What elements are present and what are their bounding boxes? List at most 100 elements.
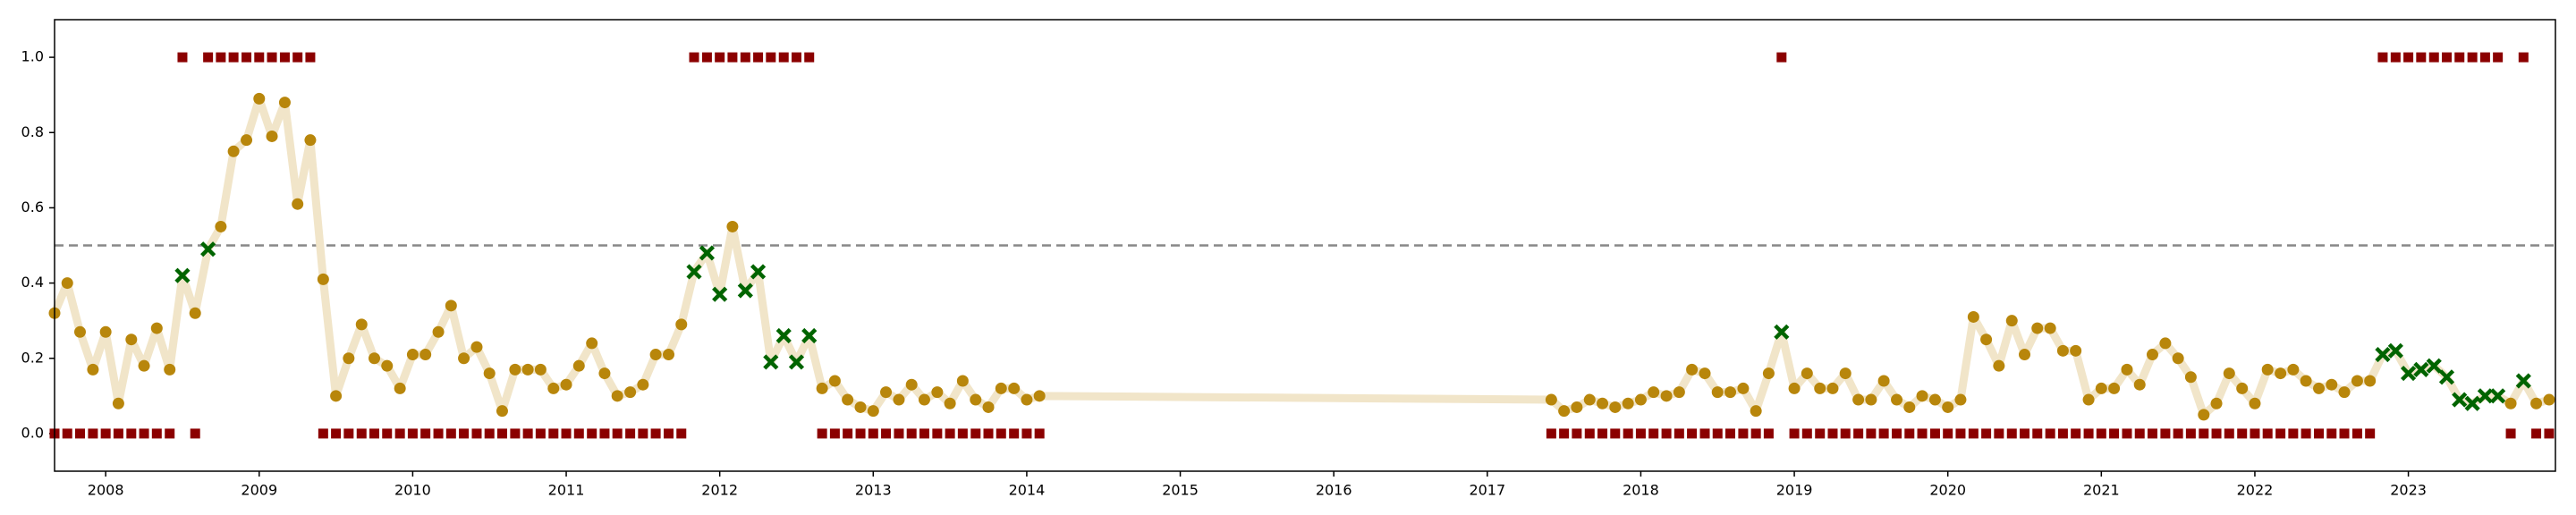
label-marker xyxy=(1572,428,1582,439)
label-marker xyxy=(2416,52,2427,63)
correct-point xyxy=(483,367,496,380)
label-marker xyxy=(1559,428,1570,439)
correct-point xyxy=(2364,375,2377,387)
label-marker xyxy=(996,428,1006,439)
correct-point xyxy=(867,405,879,418)
incorrect-point xyxy=(801,327,818,344)
correct-point xyxy=(675,318,688,331)
incorrect-point xyxy=(788,354,805,370)
label-marker xyxy=(459,428,470,439)
label-marker xyxy=(919,428,929,439)
correct-point xyxy=(150,322,163,334)
correct-point xyxy=(1033,390,1046,402)
correct-point xyxy=(138,359,150,372)
correct-point xyxy=(445,300,457,312)
label-marker xyxy=(1968,428,1979,439)
correct-point xyxy=(496,405,508,418)
label-marker xyxy=(2057,428,2068,439)
label-marker xyxy=(638,428,648,439)
correct-point xyxy=(2146,349,2158,361)
label-marker xyxy=(1981,428,1992,439)
label-marker xyxy=(2173,428,2183,439)
correct-point xyxy=(1673,386,1685,399)
x-tick-label: 2018 xyxy=(1623,482,1659,499)
label-marker xyxy=(2428,52,2439,63)
label-marker xyxy=(2199,428,2209,439)
correct-point xyxy=(369,352,381,365)
correct-point xyxy=(1916,390,1928,402)
correct-point xyxy=(2326,378,2338,391)
label-marker xyxy=(2109,428,2120,439)
correct-point xyxy=(854,401,867,413)
label-marker xyxy=(1904,428,1915,439)
label-marker xyxy=(2493,52,2504,63)
correct-point xyxy=(918,393,930,406)
label-marker xyxy=(1994,428,2004,439)
correct-point xyxy=(1583,393,1596,406)
correct-point xyxy=(2236,382,2249,394)
label-marker xyxy=(1943,428,1953,439)
correct-point xyxy=(828,375,841,387)
correct-point xyxy=(663,349,675,361)
label-marker xyxy=(254,52,265,63)
correct-point xyxy=(1801,367,1813,380)
incorrect-point xyxy=(2426,358,2442,374)
label-marker xyxy=(484,428,495,439)
label-marker xyxy=(894,428,904,439)
correct-point xyxy=(2351,375,2363,387)
x-tick-label: 2011 xyxy=(548,482,585,499)
correct-point xyxy=(1686,363,1699,376)
label-marker xyxy=(1815,428,1826,439)
correct-point xyxy=(304,134,317,147)
label-marker xyxy=(664,428,674,439)
correct-point xyxy=(2095,382,2107,394)
probability-line xyxy=(50,94,2551,419)
label-marker xyxy=(1724,428,1735,439)
x-tick-label: 2010 xyxy=(394,482,431,499)
correct-point xyxy=(317,273,329,285)
x-tick-label: 2017 xyxy=(1469,482,1505,499)
correct-point xyxy=(215,220,227,232)
label-marker xyxy=(548,428,559,439)
correct-point xyxy=(2530,397,2543,409)
label-marker xyxy=(2160,428,2171,439)
correct-point xyxy=(1942,401,1954,413)
correct-point xyxy=(1993,359,2005,372)
correct-point xyxy=(2044,322,2056,334)
label-marker xyxy=(190,428,200,439)
y-tick-label: 0.2 xyxy=(21,349,44,366)
correct-point xyxy=(1609,401,1622,413)
correct-point xyxy=(995,382,1007,394)
correct-point xyxy=(394,382,406,394)
correct-point xyxy=(2108,382,2121,394)
correct-point xyxy=(611,390,623,402)
correct-point xyxy=(1877,375,1890,387)
correct-point xyxy=(2082,393,2095,406)
label-marker xyxy=(2147,428,2157,439)
incorrect-point xyxy=(699,245,716,261)
label-marker xyxy=(1009,428,1020,439)
correct-point xyxy=(2313,382,2326,394)
correct-point xyxy=(1558,405,1571,418)
y-tick-label: 1.0 xyxy=(21,48,44,65)
label-marker xyxy=(151,428,162,439)
correct-point xyxy=(905,378,918,391)
x-tick-label: 2014 xyxy=(1009,482,1046,499)
correct-point xyxy=(87,363,99,376)
label-marker xyxy=(1674,428,1684,439)
label-marker xyxy=(970,428,981,439)
label-marker xyxy=(2314,428,2325,439)
incorrect-point xyxy=(2452,392,2468,408)
incorrect-point xyxy=(2464,395,2480,411)
label-marker xyxy=(1661,428,1672,439)
label-marker xyxy=(2441,52,2452,63)
correct-point xyxy=(1826,382,1839,394)
label-marker xyxy=(126,428,137,439)
label-marker xyxy=(587,428,597,439)
label-marker xyxy=(561,428,572,439)
label-marker xyxy=(1917,428,1928,439)
label-marker xyxy=(1801,428,1812,439)
label-marker xyxy=(2083,428,2094,439)
label-marker xyxy=(612,428,623,439)
